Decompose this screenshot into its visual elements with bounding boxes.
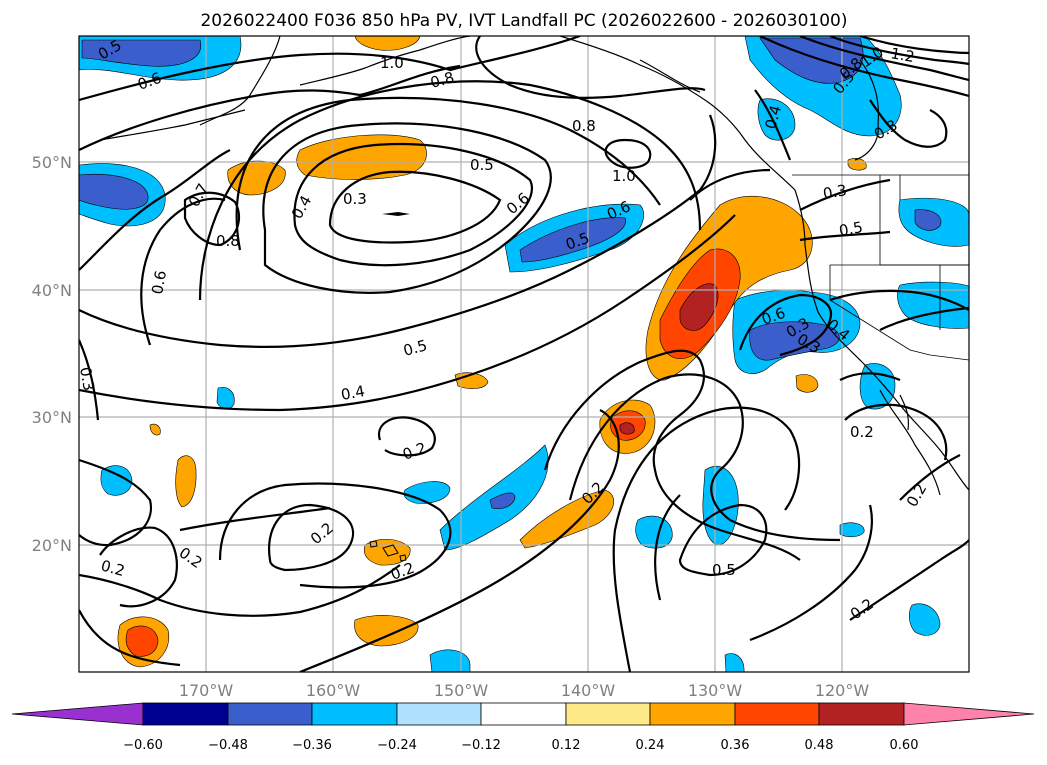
lat-label-40n: 40°N <box>32 281 72 300</box>
colorbar-swatch-neg-060 <box>142 702 229 726</box>
contour-label: 1.0 <box>380 54 404 72</box>
colorbar-tick: −0.36 <box>292 738 332 753</box>
pv-minimum-cell <box>382 212 410 216</box>
contour-label: 0.5 <box>712 561 736 579</box>
contour-label: 0.3 <box>76 366 98 393</box>
map-panel: 0.5 0.6 1.0 0.8 0.8 1.0 1.2 1.0 0.8 0.5 … <box>32 35 970 700</box>
contour-label: 0.5 <box>470 156 494 174</box>
lat-label-20n: 20°N <box>32 536 72 555</box>
colorbar-tick: 0.60 <box>890 738 919 753</box>
lon-label-120w: 120°W <box>815 681 870 700</box>
contour-label: 0.8 <box>572 117 596 135</box>
contour-label: 0.3 <box>822 181 849 203</box>
colorbar-over-arrow <box>903 702 1035 726</box>
coastlines <box>99 36 969 496</box>
contour-label: 0.5 <box>838 218 865 240</box>
colorbar-swatch-neg-048 <box>227 702 313 726</box>
colorbar-tick: 0.12 <box>552 738 581 753</box>
longitude-labels: 170°W 160°W 150°W 140°W 130°W 120°W <box>179 681 870 700</box>
boundaries <box>792 174 969 361</box>
contour-label: 1.0 <box>612 167 636 185</box>
contour-label: 0.4 <box>761 103 785 131</box>
lat-label-30n: 30°N <box>32 408 72 427</box>
contour-label: 0.2 <box>99 556 127 580</box>
contour-label: 0.6 <box>148 269 170 296</box>
map-title: 2026022400 F036 850 hPa PV, IVT Landfall… <box>200 11 847 31</box>
colorbar-tick: 0.48 <box>805 738 834 753</box>
contour-label: 0.3 <box>343 190 367 208</box>
colorbar-swatch-neg-036 <box>311 702 398 726</box>
colorbar-swatch-neutral <box>480 702 567 726</box>
latitude-labels: 50°N 40°N 30°N 20°N <box>32 153 72 555</box>
colorbar-swatch-pos-048 <box>818 702 905 726</box>
map-frame <box>78 35 970 673</box>
contour-label: 0.8 <box>216 232 240 250</box>
colorbar-swatch-pos-012 <box>565 702 651 726</box>
colorbar-tick: −0.12 <box>461 738 501 753</box>
colorbar <box>11 702 1035 726</box>
contour-label: 0.4 <box>340 382 367 404</box>
colorbar-under-arrow <box>11 702 144 726</box>
colorbar-tick: −0.24 <box>377 738 417 753</box>
lon-label-150w: 150°W <box>434 681 489 700</box>
colorbar-swatch-pos-024 <box>649 702 736 726</box>
colorbar-tick: −0.60 <box>123 738 163 753</box>
colorbar-tick: −0.48 <box>208 738 248 753</box>
lon-label-160w: 160°W <box>306 681 361 700</box>
lon-label-170w: 170°W <box>179 681 234 700</box>
lon-label-130w: 130°W <box>688 681 743 700</box>
colorbar-ticks: −0.60 −0.48 −0.36 −0.24 −0.12 0.12 0.24 … <box>123 738 918 753</box>
colorbar-tick: 0.36 <box>721 738 750 753</box>
lat-label-50n: 50°N <box>32 153 72 172</box>
pv-contours <box>79 36 969 672</box>
colorbar-swatch-neg-024 <box>396 702 482 726</box>
contour-label: 0.2 <box>850 423 874 441</box>
contour-label: 0.8 <box>428 68 456 92</box>
contour-label: 0.5 <box>401 336 429 360</box>
lon-label-140w: 140°W <box>561 681 616 700</box>
colorbar-tick: 0.24 <box>636 738 665 753</box>
contour-label: 1.2 <box>889 44 916 66</box>
colorbar-swatch-pos-036 <box>734 702 820 726</box>
hawaii-islands <box>369 540 407 562</box>
